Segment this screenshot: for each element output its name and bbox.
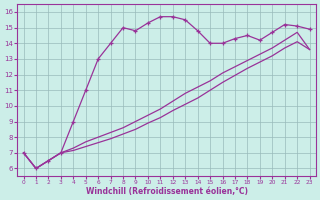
X-axis label: Windchill (Refroidissement éolien,°C): Windchill (Refroidissement éolien,°C): [85, 187, 248, 196]
